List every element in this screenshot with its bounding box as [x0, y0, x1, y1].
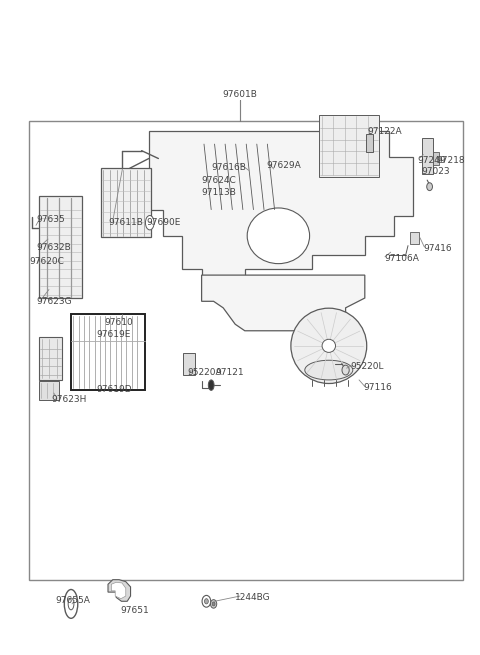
- Ellipse shape: [342, 365, 349, 375]
- Ellipse shape: [204, 599, 208, 604]
- Polygon shape: [202, 275, 365, 331]
- Bar: [366, 134, 373, 152]
- Ellipse shape: [291, 309, 367, 384]
- Text: 97601B: 97601B: [223, 90, 257, 100]
- Text: 97623G: 97623G: [36, 297, 72, 306]
- Ellipse shape: [427, 183, 432, 191]
- Text: 97619E: 97619E: [96, 329, 131, 339]
- Text: 97623H: 97623H: [52, 395, 87, 404]
- Text: 97610: 97610: [105, 318, 133, 327]
- Text: 97416: 97416: [423, 244, 452, 253]
- Ellipse shape: [210, 600, 217, 608]
- Text: 97116: 97116: [364, 383, 393, 392]
- Text: 1244BG: 1244BG: [235, 593, 271, 602]
- Text: 97611B: 97611B: [108, 218, 143, 227]
- Ellipse shape: [322, 339, 336, 352]
- Text: 97218: 97218: [437, 156, 466, 165]
- Bar: [39, 196, 82, 298]
- Ellipse shape: [247, 208, 310, 263]
- Text: 97620C: 97620C: [30, 257, 65, 267]
- Ellipse shape: [145, 215, 154, 230]
- Text: 95220A: 95220A: [187, 367, 222, 377]
- Text: 97619D: 97619D: [96, 385, 132, 394]
- Ellipse shape: [305, 360, 353, 380]
- Text: 97616B: 97616B: [211, 162, 246, 172]
- Polygon shape: [111, 582, 126, 599]
- Text: 97629A: 97629A: [266, 160, 301, 170]
- Bar: [101, 168, 151, 237]
- Ellipse shape: [212, 602, 215, 606]
- Bar: [410, 232, 419, 244]
- Bar: [433, 152, 439, 165]
- Ellipse shape: [64, 590, 78, 618]
- Ellipse shape: [202, 595, 211, 607]
- Text: 97632B: 97632B: [36, 243, 71, 252]
- Text: 97624C: 97624C: [202, 176, 236, 185]
- Text: 97106A: 97106A: [384, 254, 419, 263]
- Polygon shape: [149, 131, 413, 288]
- Text: 97249: 97249: [418, 156, 446, 165]
- Bar: [39, 381, 59, 400]
- Text: 95220L: 95220L: [350, 362, 384, 371]
- Polygon shape: [108, 580, 131, 601]
- Text: 97023: 97023: [421, 167, 450, 176]
- Text: 97651: 97651: [120, 606, 149, 615]
- Text: 97113B: 97113B: [202, 188, 237, 197]
- Text: 97690E: 97690E: [146, 218, 181, 227]
- Text: 97121: 97121: [215, 367, 244, 377]
- Text: 97122A: 97122A: [367, 126, 402, 136]
- Bar: [39, 337, 62, 380]
- Bar: [183, 353, 195, 375]
- Ellipse shape: [68, 598, 74, 610]
- Bar: [71, 314, 145, 390]
- Bar: [422, 138, 433, 174]
- Text: 97655A: 97655A: [55, 596, 90, 605]
- Text: 97635: 97635: [36, 215, 65, 224]
- Bar: [319, 115, 379, 177]
- Ellipse shape: [208, 380, 214, 390]
- Bar: [29, 121, 463, 580]
